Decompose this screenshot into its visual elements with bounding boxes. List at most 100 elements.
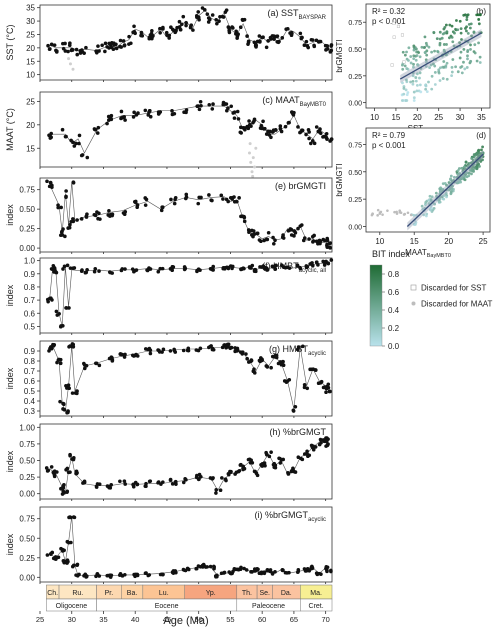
discarded-point — [251, 156, 255, 160]
data-point — [310, 564, 314, 569]
scatter-point — [455, 19, 458, 22]
legend-marker-dot — [411, 301, 416, 306]
discarded-point — [403, 212, 407, 216]
scatter-point — [458, 19, 462, 23]
data-point — [96, 125, 101, 130]
scatter-point — [469, 43, 472, 47]
data-point — [280, 263, 284, 268]
data-point — [107, 41, 112, 46]
data-point — [207, 102, 212, 107]
data-point — [75, 391, 79, 396]
regression-line — [406, 153, 484, 227]
panel-h: 0.00 0.25 0.50 0.75 1.00 index (h) %brGMGT — [5, 423, 333, 501]
panel-label: (h) %brGMGT — [269, 427, 326, 437]
data-point — [198, 100, 203, 104]
data-point — [302, 43, 307, 48]
data-point — [114, 46, 119, 50]
data-point — [122, 43, 127, 48]
data-point — [97, 269, 101, 273]
data-point — [70, 391, 75, 395]
scatter-point — [463, 178, 467, 182]
data-point — [314, 38, 319, 43]
data-point — [228, 346, 233, 350]
data-point — [52, 43, 57, 47]
scatter-point — [463, 165, 466, 169]
y-tick-label: 0.8 — [24, 283, 36, 292]
y-tick-label: 0.7 — [24, 296, 36, 305]
data-point — [226, 265, 231, 270]
data-point — [58, 399, 62, 404]
scatter-point — [412, 45, 416, 49]
scatter-point — [438, 79, 442, 82]
data-point — [291, 409, 296, 413]
data-point — [175, 25, 179, 30]
data-point — [284, 380, 289, 384]
data-point — [266, 230, 271, 235]
data-point — [241, 18, 245, 23]
data-point — [170, 109, 174, 113]
data-point — [172, 201, 177, 206]
data-point — [265, 268, 269, 272]
data-point — [85, 155, 90, 160]
data-point — [257, 34, 262, 38]
scatter-point — [414, 76, 418, 79]
y-tick-label: 30 — [26, 17, 35, 26]
scatter-point — [424, 65, 428, 68]
scatter-point — [425, 90, 429, 94]
data-point — [145, 268, 150, 273]
discarded-point — [71, 67, 75, 71]
y-tick-label: 0.00 — [19, 244, 35, 253]
data-point — [220, 476, 224, 480]
data-point — [296, 455, 301, 459]
data-point — [65, 558, 70, 563]
scatter-point — [430, 74, 434, 78]
x-tick-label: 35 — [477, 113, 486, 122]
data-point — [304, 39, 309, 44]
data-point — [169, 197, 173, 202]
scatter-point — [456, 173, 460, 177]
data-point — [161, 347, 166, 352]
panel-label-subscript: BAYSPAR — [299, 15, 327, 21]
data-point — [68, 222, 72, 227]
epoch-box — [300, 598, 333, 612]
scatter-point — [423, 35, 427, 39]
y-tick-label: 0.4 — [24, 397, 36, 406]
data-point — [329, 48, 334, 53]
scatter-point — [434, 191, 438, 195]
scatter-point — [416, 64, 420, 67]
data-point — [199, 103, 203, 108]
data-point — [60, 127, 65, 132]
scatter-point — [481, 155, 485, 159]
scatter-point — [458, 41, 461, 44]
x-tick-label: 10 — [375, 237, 384, 246]
scatter-point — [427, 198, 431, 202]
data-point — [265, 568, 270, 573]
data-point — [48, 551, 53, 556]
data-point — [208, 564, 213, 569]
data-point — [225, 342, 230, 347]
data-point — [118, 479, 122, 484]
data-point — [285, 265, 290, 270]
data-point — [235, 31, 239, 36]
data-point — [49, 465, 54, 469]
data-point — [182, 265, 187, 269]
scatter-point — [405, 57, 409, 61]
data-point — [281, 457, 286, 462]
data-point — [57, 357, 61, 362]
data-point — [196, 564, 201, 568]
data-point — [244, 352, 248, 356]
data-point — [49, 42, 54, 47]
discarded-point — [247, 151, 251, 155]
y-tick-label: 25 — [26, 30, 35, 39]
data-point — [311, 447, 316, 452]
y-tick-label: 0.50 — [348, 47, 362, 54]
scatter-point — [477, 41, 480, 45]
data-point — [196, 15, 201, 20]
legend-item-label: Discarded for SST — [421, 284, 486, 293]
scatter-point — [450, 24, 454, 28]
data-point — [328, 241, 333, 245]
data-point — [251, 120, 255, 125]
data-point — [270, 264, 275, 269]
scatter-point — [445, 30, 449, 34]
data-point — [123, 352, 127, 357]
